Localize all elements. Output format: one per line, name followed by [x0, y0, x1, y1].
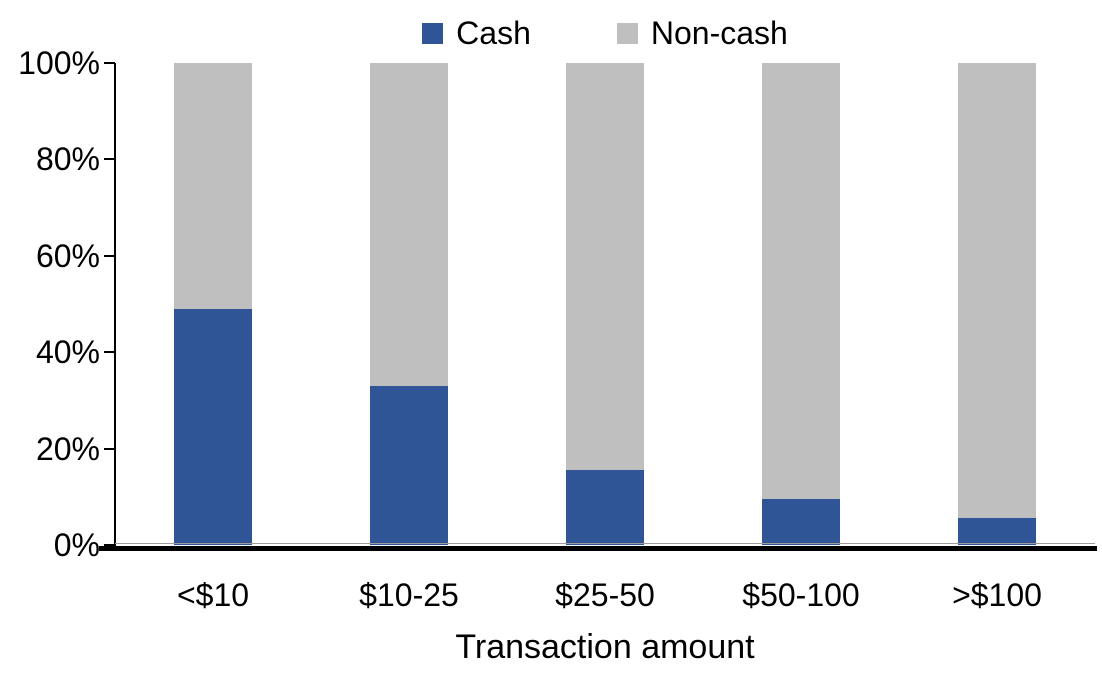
bar-segment-cash-2 — [566, 470, 644, 545]
y-axis-tick-label: 20% — [35, 430, 100, 467]
legend-item-non-cash: Non-cash — [616, 15, 788, 51]
y-axis-tick — [104, 254, 115, 257]
x-axis-tick-label: $10-25 — [359, 577, 459, 613]
y-axis-tick-label: 60% — [35, 237, 100, 274]
bar-segment-non-cash-0 — [174, 63, 252, 309]
y-axis-tick-label: 80% — [35, 141, 100, 178]
x-axis-line-thin — [115, 543, 1095, 544]
y-axis-tick — [104, 158, 115, 161]
y-axis-tick-label: 100% — [18, 45, 100, 81]
y-axis-line — [114, 63, 116, 546]
x-axis-line — [99, 546, 1097, 551]
legend-label: Non-cash — [650, 15, 788, 51]
bar-segment-cash-1 — [370, 385, 448, 545]
x-axis-tick-label: $50-100 — [742, 577, 860, 613]
bar-segment-non-cash-4 — [958, 63, 1036, 519]
x-axis-title: Transaction amount — [455, 628, 755, 666]
legend-swatch-icon — [616, 22, 638, 44]
bar-segment-cash-4 — [958, 518, 1036, 545]
bar-segment-cash-3 — [762, 499, 840, 545]
y-axis-tick — [104, 62, 115, 64]
chart-legend: Cash Non-cash — [115, 10, 1095, 56]
x-axis-tick-label: >$100 — [952, 577, 1042, 613]
y-axis-tick-label: 0% — [53, 527, 100, 563]
x-axis-tick-label: $25-50 — [555, 577, 655, 613]
legend-label: Cash — [456, 15, 531, 51]
bar-segment-non-cash-1 — [370, 63, 448, 386]
y-axis-tick — [104, 544, 115, 546]
y-axis-tick — [104, 351, 115, 354]
bar-segment-non-cash-2 — [566, 63, 644, 471]
bar-segment-cash-0 — [174, 308, 252, 545]
x-axis-tick-label: <$10 — [176, 577, 250, 613]
y-axis-tick — [104, 447, 115, 450]
bar-segment-non-cash-3 — [762, 63, 840, 500]
legend-swatch-icon — [422, 22, 444, 44]
legend-item-cash: Cash — [422, 17, 531, 49]
y-axis-tick-label: 40% — [35, 334, 100, 371]
